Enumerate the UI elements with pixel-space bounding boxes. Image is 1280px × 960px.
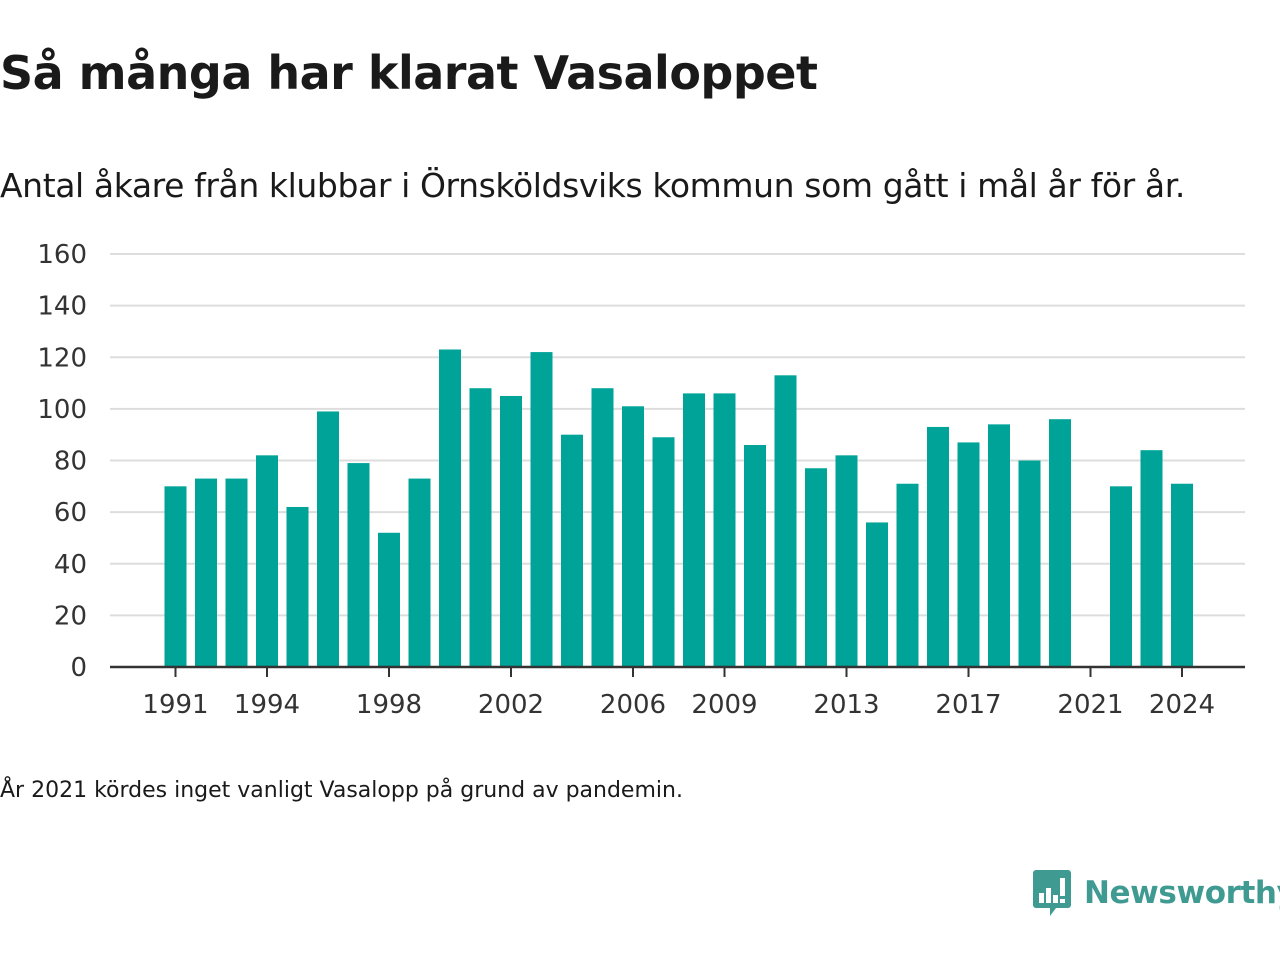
y-tick-label: 20 (54, 601, 87, 631)
bar-2001 (469, 388, 492, 667)
y-tick-label: 120 (37, 343, 87, 373)
bar-2017 (957, 442, 980, 667)
bar-2016 (927, 426, 949, 667)
bar-2014 (866, 522, 888, 667)
bar-2006 (622, 406, 644, 667)
bar-2003 (530, 352, 553, 667)
x-tick-label: 2002 (478, 690, 544, 720)
bar-1997 (347, 463, 370, 667)
y-tick-label: 0 (70, 653, 87, 683)
x-axis (110, 665, 1245, 677)
x-tick-label: 1994 (234, 690, 300, 720)
x-axis-labels: 1991 1994 1998 2002 2006 2009 2013 2017 2021 2024 (142, 690, 1215, 720)
footnote: År 2021 kördes inget vanligt Vasalopp på… (0, 778, 683, 803)
bar-chart: 0 20 40 60 80 100 120 140 160 1991 1994 1998 2002 20… (37, 240, 1245, 720)
y-axis-labels: 0 20 40 60 80 100 120 140 160 (37, 240, 87, 683)
bar-1992 (195, 478, 217, 667)
bar-2018 (988, 424, 1010, 667)
y-tick-label: 100 (37, 395, 87, 425)
x-tick-label: 2021 (1057, 690, 1123, 720)
bar-2013 (835, 455, 858, 667)
bar-2011 (774, 375, 797, 667)
bar-1995 (286, 506, 309, 667)
bar-chart-speech-bubble-icon (1033, 870, 1071, 916)
bar-1993 (225, 478, 248, 667)
bar-2020 (1049, 419, 1071, 667)
bar-1994 (256, 455, 278, 667)
bar-1996 (317, 411, 339, 667)
chart-title: Så många har klarat Vasaloppet (0, 46, 818, 100)
y-tick-label: 80 (54, 447, 87, 477)
x-tick-label: 1991 (142, 690, 208, 720)
bar-2010 (744, 445, 766, 667)
bars (164, 349, 1193, 667)
bar-2008 (683, 393, 705, 667)
brand-name: Newsworthy (1084, 875, 1280, 911)
gridlines (110, 253, 1245, 617)
x-tick-label: 2017 (935, 690, 1001, 720)
bar-2000 (439, 349, 461, 667)
bar-2009 (713, 393, 736, 667)
x-tick-label: 2013 (813, 690, 879, 720)
x-tick-label: 1998 (356, 690, 422, 720)
y-tick-label: 40 (54, 550, 87, 580)
x-tick-label: 2009 (691, 690, 757, 720)
bar-1999 (408, 478, 431, 667)
bar-2005 (591, 388, 614, 667)
bar-1998 (378, 532, 400, 667)
y-tick-label: 160 (37, 240, 87, 270)
chart-subtitle: Antal åkare från klubbar i Örnsköldsviks… (0, 166, 1185, 205)
bar-2007 (652, 437, 675, 667)
bar-2015 (896, 483, 919, 667)
bar-2002 (500, 395, 522, 667)
y-tick-label: 140 (37, 292, 87, 322)
brand-logo: Newsworthy (1032, 868, 1280, 918)
x-tick-label: 2006 (600, 690, 666, 720)
bar-2012 (805, 468, 827, 667)
bar-2024 (1171, 483, 1193, 667)
y-tick-label: 60 (54, 498, 87, 528)
x-tick-label: 2024 (1149, 690, 1215, 720)
bar-1991 (164, 486, 187, 667)
bar-2022 (1110, 486, 1132, 667)
bar-2023 (1140, 450, 1163, 667)
bar-2004 (561, 434, 583, 667)
bar-2019 (1018, 460, 1041, 667)
